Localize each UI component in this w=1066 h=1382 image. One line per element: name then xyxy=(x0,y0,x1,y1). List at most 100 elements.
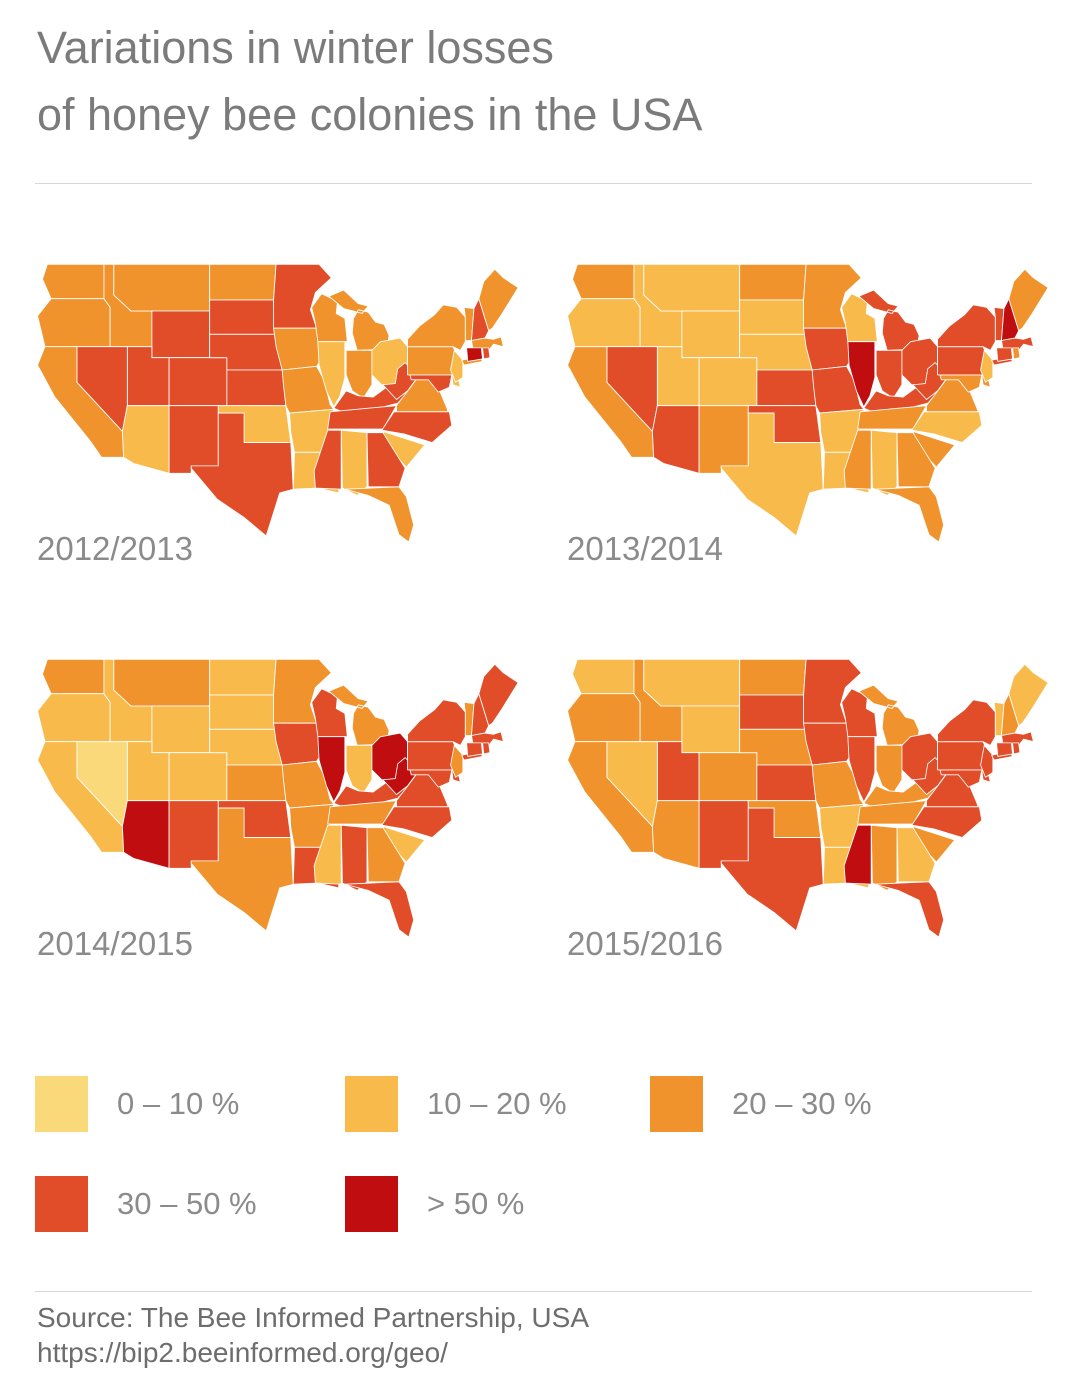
state-IN xyxy=(345,349,373,399)
state-OR xyxy=(37,693,111,743)
legend-label-gt50: > 50 % xyxy=(427,1186,525,1221)
legend-label-0-10: 0 – 10 % xyxy=(117,1086,240,1121)
state-NC xyxy=(381,806,453,838)
state-WA xyxy=(42,263,105,300)
map-figure-2014-2015: 2014/2015 xyxy=(35,647,522,982)
legend-label-10-20: 10 – 20 % xyxy=(427,1086,567,1121)
state-NH xyxy=(471,298,490,341)
state-IL xyxy=(317,736,346,803)
state-TX xyxy=(720,412,824,537)
state-IL xyxy=(847,736,876,803)
state-MN xyxy=(803,658,862,724)
state-NH xyxy=(1001,298,1020,341)
state-AL xyxy=(340,429,368,496)
state-AL xyxy=(870,824,898,891)
state-AZ xyxy=(121,800,170,869)
state-MT xyxy=(113,263,211,312)
state-RI xyxy=(482,742,491,755)
state-NC xyxy=(381,411,453,443)
state-FL xyxy=(344,881,415,938)
state-OR xyxy=(37,298,111,348)
map-season-label: 2015/2016 xyxy=(567,925,723,962)
state-IN xyxy=(875,744,903,794)
state-VT xyxy=(993,306,1005,341)
legend-item-30-50: 30 – 50 % xyxy=(35,1176,257,1232)
state-TX xyxy=(720,807,824,932)
state-VT xyxy=(463,701,475,736)
state-WA xyxy=(42,658,105,695)
state-CT xyxy=(996,742,1013,757)
title-divider xyxy=(35,183,1032,184)
state-MS xyxy=(843,824,872,885)
legend-swatch-30-50 xyxy=(35,1176,88,1232)
legend-label-30-50: 30 – 50 % xyxy=(117,1186,257,1221)
state-TX xyxy=(190,412,294,537)
state-MT xyxy=(643,263,741,312)
state-MS xyxy=(843,429,872,490)
map-season-label: 2014/2015 xyxy=(37,925,193,962)
state-KS xyxy=(226,369,287,407)
state-KS xyxy=(226,764,287,802)
state-WY xyxy=(151,705,211,754)
state-AL xyxy=(340,824,368,891)
state-CO xyxy=(698,357,758,407)
page-title-line1: Variations in winter losses xyxy=(37,22,554,73)
state-CT xyxy=(996,347,1013,362)
legend-item-0-10: 0 – 10 % xyxy=(35,1076,239,1132)
state-GA xyxy=(366,827,406,883)
state-IN xyxy=(345,744,373,794)
state-WY xyxy=(151,310,211,359)
map-figure-2012-2013: 2012/2013 xyxy=(35,252,522,587)
legend-swatch-0-10 xyxy=(35,1076,88,1132)
usa-choropleth-map-2012-2013 xyxy=(37,263,519,543)
state-IL xyxy=(847,341,876,408)
map-season-label: 2012/2013 xyxy=(37,530,193,567)
state-NJ xyxy=(450,744,464,778)
state-CT xyxy=(466,742,483,757)
state-WY xyxy=(681,705,741,754)
state-NM xyxy=(168,405,219,474)
state-ND xyxy=(739,263,807,301)
state-NM xyxy=(168,800,219,869)
state-OR xyxy=(567,693,641,743)
map-figure-2015-2016: 2015/2016 xyxy=(565,647,1052,982)
state-CO xyxy=(168,752,228,802)
state-AL xyxy=(870,429,898,496)
state-NM xyxy=(698,800,749,869)
state-NC xyxy=(911,806,983,838)
state-NJ xyxy=(980,349,994,383)
state-CA xyxy=(37,741,125,853)
state-SD xyxy=(209,299,276,335)
state-RI xyxy=(482,347,491,360)
state-ME xyxy=(1008,663,1049,727)
state-VT xyxy=(993,701,1005,736)
legend-item-gt50: > 50 % xyxy=(345,1176,524,1232)
source-url: https://bip2.beeinformed.org/geo/ xyxy=(37,1337,448,1368)
state-WA xyxy=(572,658,635,695)
state-TX xyxy=(190,807,294,932)
state-NM xyxy=(698,405,749,474)
state-RI xyxy=(1012,742,1021,755)
legend-swatch-20-30 xyxy=(650,1076,703,1132)
state-CA xyxy=(567,346,655,458)
legend-swatch-10-20 xyxy=(345,1076,398,1132)
usa-choropleth-map-2014-2015 xyxy=(37,658,519,938)
state-MI xyxy=(328,684,390,746)
state-GA xyxy=(896,827,936,883)
state-WI xyxy=(841,293,878,343)
state-NJ xyxy=(980,744,994,778)
state-ND xyxy=(209,658,277,696)
state-IL xyxy=(317,341,346,408)
source-attribution: Source: The Bee Informed Partnership, US… xyxy=(37,1302,589,1333)
state-MS xyxy=(313,429,342,490)
state-MI xyxy=(328,289,390,351)
state-ME xyxy=(478,268,519,332)
state-WA xyxy=(572,263,635,300)
usa-choropleth-map-2013-2014 xyxy=(567,263,1049,543)
state-GA xyxy=(896,432,936,488)
state-MT xyxy=(113,658,211,707)
state-MN xyxy=(273,658,332,724)
legend-item-20-30: 20 – 30 % xyxy=(650,1076,872,1132)
map-season-label: 2013/2014 xyxy=(567,530,723,567)
